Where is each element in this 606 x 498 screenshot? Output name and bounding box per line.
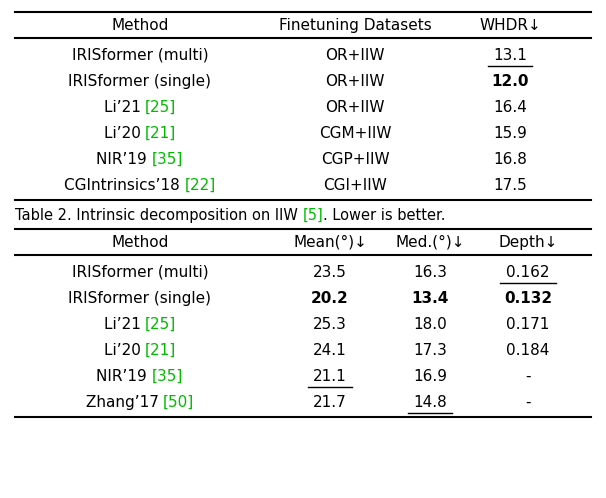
Text: OR+IIW: OR+IIW xyxy=(325,47,385,63)
Text: CGI+IIW: CGI+IIW xyxy=(323,177,387,193)
Text: CGIntrinsics’18: CGIntrinsics’18 xyxy=(64,177,185,193)
Text: OR+IIW: OR+IIW xyxy=(325,100,385,115)
Text: NIR’19: NIR’19 xyxy=(96,369,152,383)
Text: 21.7: 21.7 xyxy=(313,394,347,409)
Text: 17.5: 17.5 xyxy=(493,177,527,193)
Text: Li’20: Li’20 xyxy=(104,343,145,358)
Text: -: - xyxy=(525,369,531,383)
Text: 25.3: 25.3 xyxy=(313,317,347,332)
Text: Li’21: Li’21 xyxy=(104,100,145,115)
Text: WHDR↓: WHDR↓ xyxy=(479,17,541,32)
Text: [50]: [50] xyxy=(163,394,195,409)
Text: Depth↓: Depth↓ xyxy=(498,235,558,249)
Text: . Lower is better.: . Lower is better. xyxy=(323,208,446,223)
Text: Li’20: Li’20 xyxy=(104,125,145,140)
Text: OR+IIW: OR+IIW xyxy=(325,74,385,89)
Text: [5]: [5] xyxy=(302,208,323,223)
Text: Table 2. Intrinsic decomposition on IIW: Table 2. Intrinsic decomposition on IIW xyxy=(15,208,302,223)
Text: [21]: [21] xyxy=(145,125,176,140)
Text: 16.4: 16.4 xyxy=(493,100,527,115)
Text: IRISformer (single): IRISformer (single) xyxy=(68,74,211,89)
Text: 20.2: 20.2 xyxy=(311,290,349,305)
Text: 16.3: 16.3 xyxy=(413,264,447,279)
Text: IRISformer (multi): IRISformer (multi) xyxy=(72,264,208,279)
Text: [21]: [21] xyxy=(145,343,176,358)
Text: CGP+IIW: CGP+IIW xyxy=(321,151,389,166)
Text: 0.171: 0.171 xyxy=(506,317,550,332)
Text: IRISformer (single): IRISformer (single) xyxy=(68,290,211,305)
Text: 13.1: 13.1 xyxy=(493,47,527,63)
Text: 16.9: 16.9 xyxy=(413,369,447,383)
Text: [22]: [22] xyxy=(185,177,216,193)
Text: 13.4: 13.4 xyxy=(411,290,448,305)
Text: Method: Method xyxy=(112,17,168,32)
Text: Zhang’17: Zhang’17 xyxy=(85,394,163,409)
Text: [35]: [35] xyxy=(152,151,184,166)
Text: 17.3: 17.3 xyxy=(413,343,447,358)
Text: 23.5: 23.5 xyxy=(313,264,347,279)
Text: NIR’19: NIR’19 xyxy=(96,151,152,166)
Text: 21.1: 21.1 xyxy=(313,369,347,383)
Text: 0.184: 0.184 xyxy=(506,343,550,358)
Text: [25]: [25] xyxy=(145,100,176,115)
Text: -: - xyxy=(525,394,531,409)
Text: 24.1: 24.1 xyxy=(313,343,347,358)
Text: 0.132: 0.132 xyxy=(504,290,552,305)
Text: Li’21: Li’21 xyxy=(104,317,145,332)
Text: 14.8: 14.8 xyxy=(413,394,447,409)
Text: CGM+IIW: CGM+IIW xyxy=(319,125,391,140)
Text: 15.9: 15.9 xyxy=(493,125,527,140)
Text: [25]: [25] xyxy=(145,317,176,332)
Text: 16.8: 16.8 xyxy=(493,151,527,166)
Text: 18.0: 18.0 xyxy=(413,317,447,332)
Text: 0.162: 0.162 xyxy=(506,264,550,279)
Text: Finetuning Datasets: Finetuning Datasets xyxy=(279,17,431,32)
Text: IRISformer (multi): IRISformer (multi) xyxy=(72,47,208,63)
Text: Method: Method xyxy=(112,235,168,249)
Text: 12.0: 12.0 xyxy=(491,74,529,89)
Text: Med.(°)↓: Med.(°)↓ xyxy=(395,235,465,249)
Text: [35]: [35] xyxy=(152,369,184,383)
Text: Mean(°)↓: Mean(°)↓ xyxy=(293,235,367,249)
